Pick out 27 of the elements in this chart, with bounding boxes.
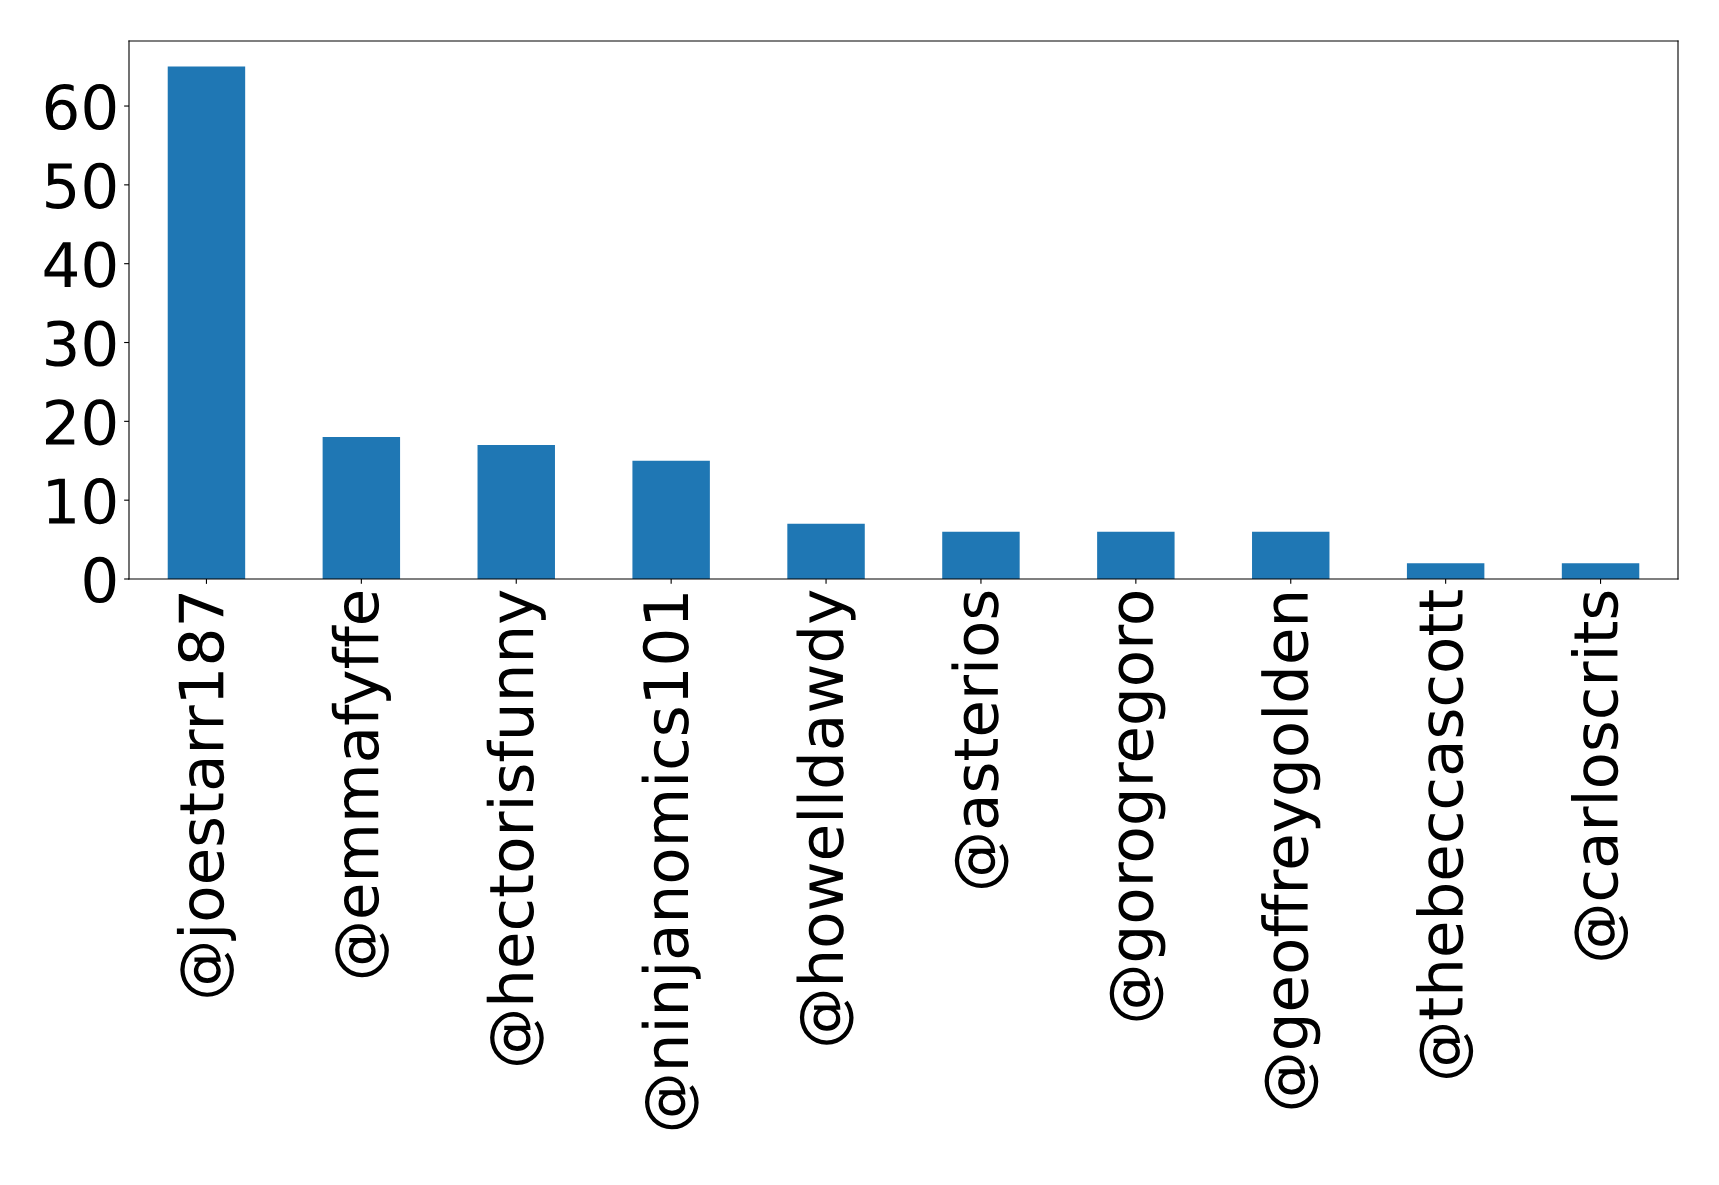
x-tick-label: @thebeccascott [1416,590,1474,1078]
x-tick-label: @joestarr187 [176,593,237,997]
bar [1561,563,1640,579]
bar [167,66,246,579]
bar [477,444,555,579]
x-tick-label: @gorogregoro [1109,592,1166,1021]
y-tick-label: 10 [48,478,116,525]
bar [787,523,865,579]
bar [1252,531,1330,579]
x-tick-label: @ninjanomics101 [641,594,701,1130]
x-tick-label: @hectorisfunny [486,590,546,1065]
x-tick-label: @carloscrits [1570,591,1629,960]
y-tick-label: 20 [45,399,116,446]
x-tick-label: @howelldawdy [796,590,856,1045]
x-tick-label: @emmafyffe [331,591,391,978]
x-tick-label: @geoffreygolden [1261,593,1321,1109]
x-tick-label: @asterios [951,591,1009,888]
bar [322,437,401,579]
bar [1097,531,1175,579]
y-tick-label: 40 [44,241,116,288]
y-tick-label: 0 [84,556,116,604]
bar [1406,563,1485,579]
y-tick-label: 50 [46,162,116,209]
y-tick-label: 30 [46,320,116,367]
y-tick-label: 60 [45,83,116,131]
bar [632,460,710,579]
bar [942,531,1020,579]
